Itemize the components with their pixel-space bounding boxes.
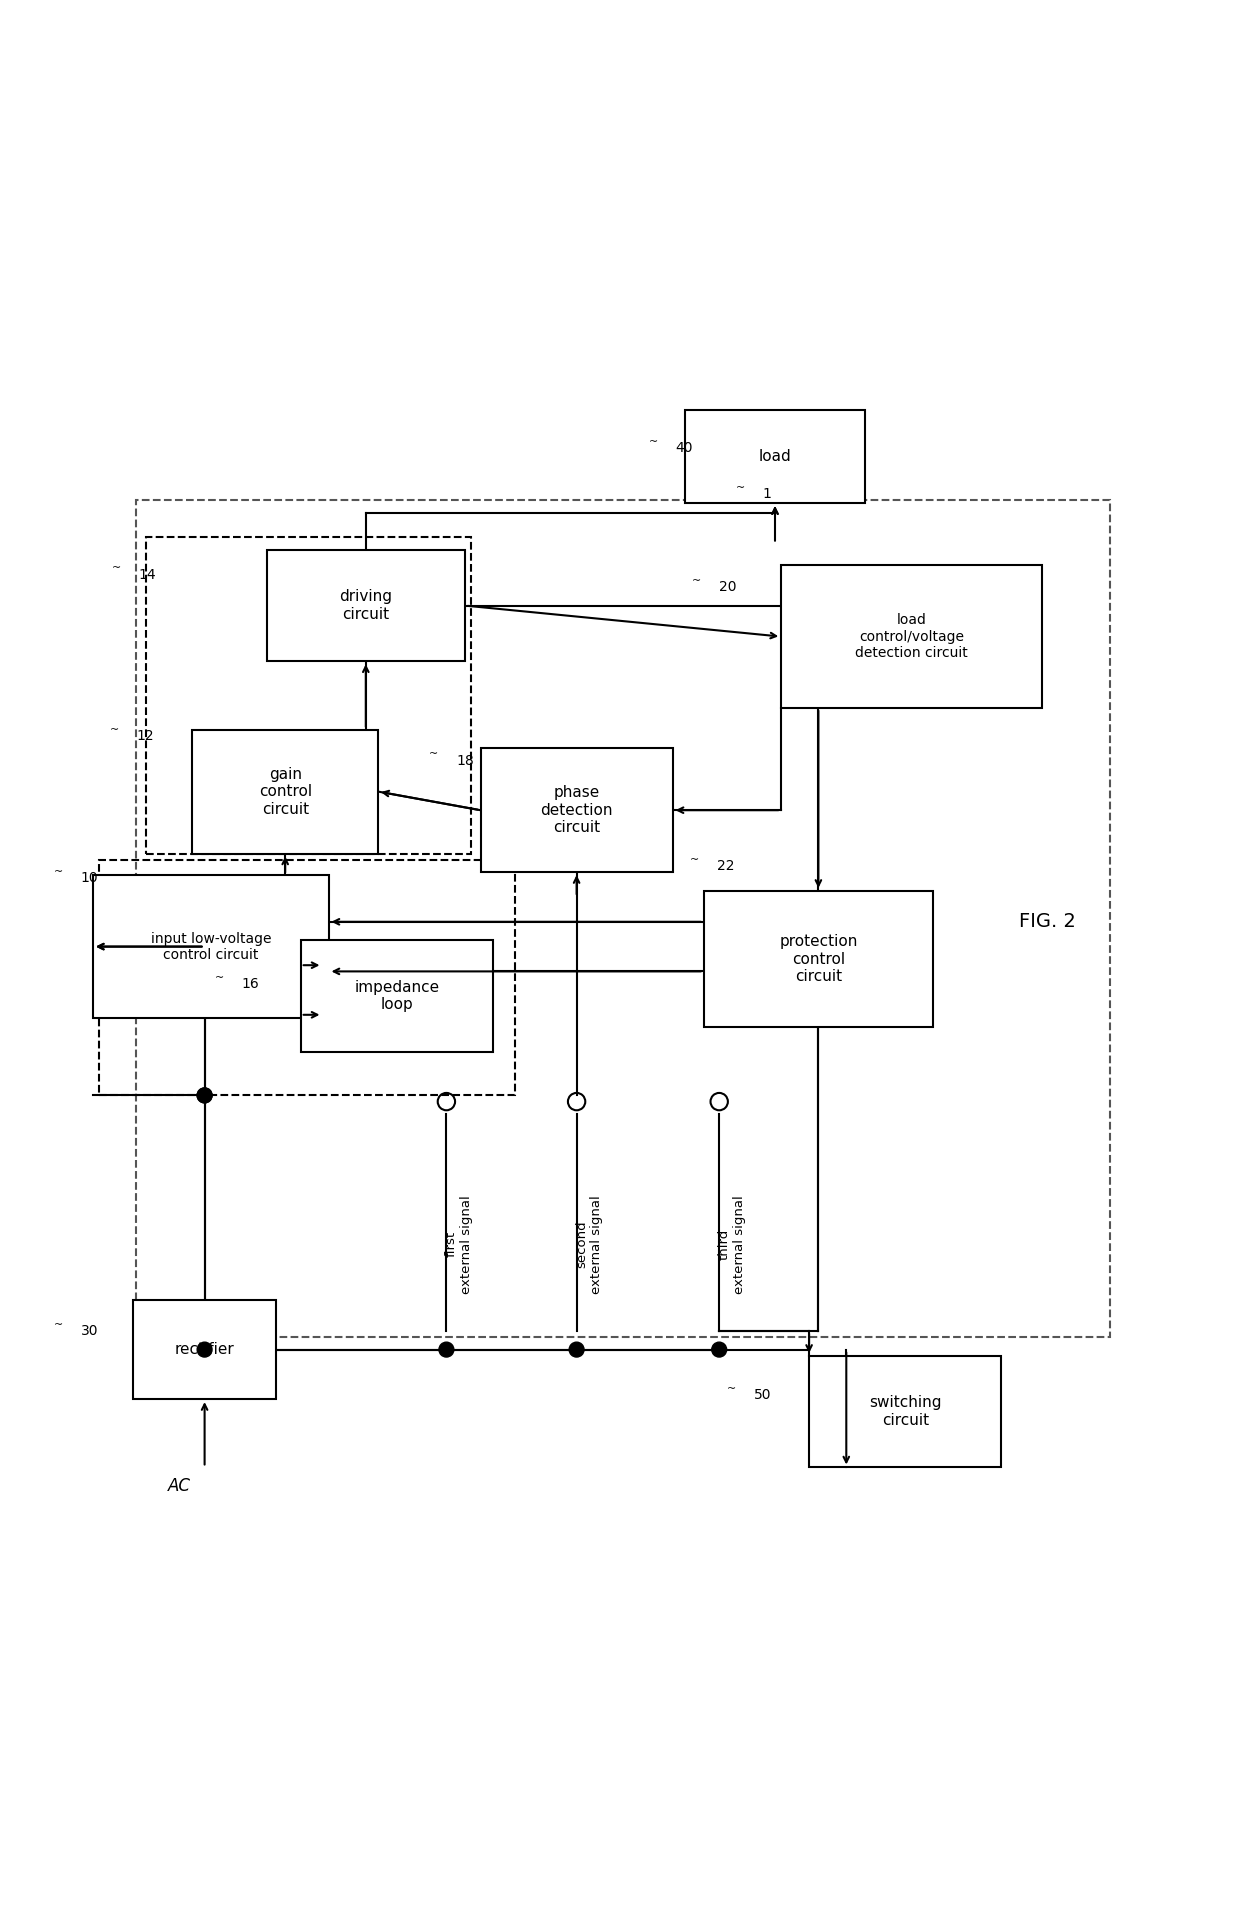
Text: switching
circuit: switching circuit (869, 1396, 941, 1427)
Text: 50: 50 (754, 1389, 771, 1402)
Circle shape (439, 1343, 454, 1358)
FancyBboxPatch shape (134, 1300, 277, 1400)
Text: protection
control
circuit: protection control circuit (779, 934, 858, 984)
Text: ~: ~ (53, 1320, 63, 1329)
Text: 40: 40 (676, 441, 693, 455)
Text: ~: ~ (689, 855, 699, 865)
Text: gain
control
circuit: gain control circuit (259, 767, 311, 817)
Text: 10: 10 (81, 871, 98, 886)
Text: 18: 18 (456, 754, 474, 767)
Text: ~: ~ (112, 564, 122, 573)
Text: second
external signal: second external signal (575, 1195, 603, 1293)
Text: ~: ~ (727, 1385, 737, 1394)
FancyBboxPatch shape (808, 1356, 1002, 1467)
Text: 16: 16 (242, 976, 259, 992)
Text: ~: ~ (215, 972, 224, 982)
Text: rectifier: rectifier (175, 1343, 234, 1358)
FancyBboxPatch shape (93, 875, 329, 1018)
Text: ~: ~ (649, 437, 658, 447)
Text: AC: AC (169, 1477, 191, 1494)
Circle shape (197, 1088, 212, 1103)
Text: 30: 30 (81, 1323, 98, 1339)
Text: FIG. 2: FIG. 2 (1019, 913, 1076, 932)
Text: impedance
loop: impedance loop (355, 980, 439, 1013)
FancyBboxPatch shape (192, 729, 378, 854)
Text: ~: ~ (735, 483, 745, 493)
Text: ~: ~ (53, 867, 63, 877)
FancyBboxPatch shape (781, 566, 1042, 708)
Circle shape (197, 1088, 212, 1103)
FancyBboxPatch shape (267, 550, 465, 662)
FancyBboxPatch shape (684, 410, 866, 503)
FancyBboxPatch shape (481, 748, 672, 873)
FancyBboxPatch shape (300, 940, 492, 1051)
Text: input low-voltage
control circuit: input low-voltage control circuit (150, 932, 272, 961)
Text: ~: ~ (692, 575, 702, 585)
Text: load
control/voltage
detection circuit: load control/voltage detection circuit (856, 614, 967, 660)
Text: ~: ~ (429, 750, 439, 760)
Circle shape (569, 1343, 584, 1358)
Text: first
external signal: first external signal (445, 1195, 472, 1293)
Text: driving
circuit: driving circuit (340, 589, 392, 621)
Text: phase
detection
circuit: phase detection circuit (541, 784, 613, 834)
Text: 1: 1 (763, 487, 771, 501)
FancyBboxPatch shape (704, 890, 932, 1028)
Circle shape (712, 1343, 727, 1358)
Text: ~: ~ (109, 725, 119, 735)
Text: 14: 14 (139, 568, 156, 581)
Text: 12: 12 (136, 729, 154, 742)
Text: third
external signal: third external signal (718, 1195, 745, 1293)
Text: load: load (759, 449, 791, 464)
Text: 20: 20 (719, 579, 737, 595)
Circle shape (197, 1343, 212, 1358)
Text: 22: 22 (717, 859, 734, 873)
